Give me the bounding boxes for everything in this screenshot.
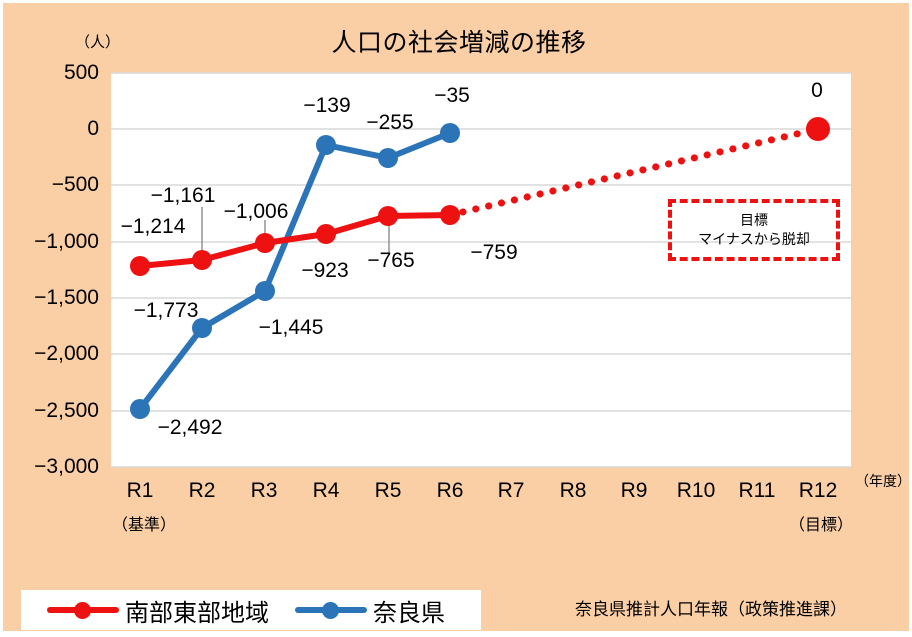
plot-area-background (111, 73, 851, 467)
point-red-r5 (378, 206, 398, 226)
y-axis-unit-label: （人） (75, 34, 121, 51)
x-sub-label-baseline: （基準） (111, 517, 177, 534)
data-label-blue-r4: −139 (303, 94, 351, 117)
point-red-r3 (255, 233, 275, 253)
point-blue-r3 (255, 281, 275, 301)
projection-dotted-line (446, 125, 822, 219)
data-label-red-r6: −759 (470, 241, 518, 264)
data-label-blue-r5: −255 (366, 111, 414, 134)
y-tick-500: 500 (63, 61, 99, 84)
chart-title: 人口の社会増減の推移 (331, 29, 587, 57)
point-red-r2 (192, 250, 212, 270)
x-tick-r8: R8 (559, 479, 587, 502)
y-tick-m2000: −2,000 (34, 342, 99, 365)
series-blue-nara (130, 123, 460, 419)
legend-item-nara[interactable]: 奈良県 (295, 593, 445, 628)
gridlines (111, 72, 851, 468)
x-tick-r10: R10 (676, 479, 716, 502)
x-tick-r6: R6 (436, 479, 464, 502)
legend-label-nanbu-tobu: 南部東部地域 (125, 599, 269, 627)
data-label-red-r1: −1,214 (120, 215, 186, 238)
x-axis-unit-label: （年度） (855, 473, 911, 489)
data-label-blue-r6: −35 (434, 84, 470, 107)
point-blue-r6 (440, 123, 460, 143)
x-tick-r2: R2 (188, 479, 216, 502)
y-tick-m1000: −1,000 (34, 230, 99, 253)
data-label-red-r4: −923 (301, 259, 349, 282)
chart-legend: 南部東部地域 奈良県 (21, 590, 481, 630)
point-red-r12-target (806, 117, 830, 141)
y-tick-m2500: −2,500 (34, 399, 99, 422)
target-annotation-box: 目標 マイナスから脱却 (668, 199, 840, 261)
y-tick-m500: −500 (51, 173, 99, 196)
target-line-2: マイナスから脱却 (698, 231, 810, 247)
y-tick-0: 0 (87, 117, 99, 140)
chart-canvas (111, 72, 851, 468)
legend-label-nara: 奈良県 (373, 599, 445, 627)
legend-marker-blue-icon (295, 600, 367, 620)
data-label-red-r5: −765 (367, 249, 415, 272)
data-label-red-r2: −1,161 (150, 184, 216, 207)
point-red-r6 (440, 205, 460, 225)
x-tick-r9: R9 (620, 479, 648, 502)
point-red-r4 (316, 224, 336, 244)
series-red-nanbu-tobu (130, 117, 830, 276)
point-blue-r2 (192, 318, 212, 338)
x-tick-r1: R1 (126, 479, 154, 502)
x-tick-r4: R4 (312, 479, 340, 502)
source-note: 奈良県推計人口年報（政策推進課） (575, 600, 847, 619)
legend-item-nanbu-tobu[interactable]: 南部東部地域 (47, 593, 269, 628)
point-red-r1 (130, 256, 150, 276)
y-tick-m1500: −1,500 (34, 286, 99, 309)
legend-marker-red-icon (47, 600, 119, 620)
point-blue-r5 (378, 148, 398, 168)
y-tick-m3000: −3,000 (34, 455, 99, 478)
data-label-blue-r2: −1,773 (133, 299, 199, 322)
x-sub-label-target: （目標） (788, 517, 854, 534)
point-blue-r1 (130, 399, 150, 419)
data-label-red-r12: 0 (811, 79, 823, 102)
x-tick-r3: R3 (250, 479, 278, 502)
x-tick-r12: R12 (798, 479, 838, 502)
x-tick-r7: R7 (497, 479, 525, 502)
point-blue-r4 (316, 135, 336, 155)
data-label-blue-r1: −2,492 (157, 416, 223, 439)
x-tick-r5: R5 (374, 479, 402, 502)
data-label-red-r3: −1,006 (223, 200, 289, 223)
x-tick-r11: R11 (738, 479, 776, 502)
target-line-1: 目標 (740, 212, 768, 229)
data-label-blue-r3: −1,445 (258, 316, 324, 339)
